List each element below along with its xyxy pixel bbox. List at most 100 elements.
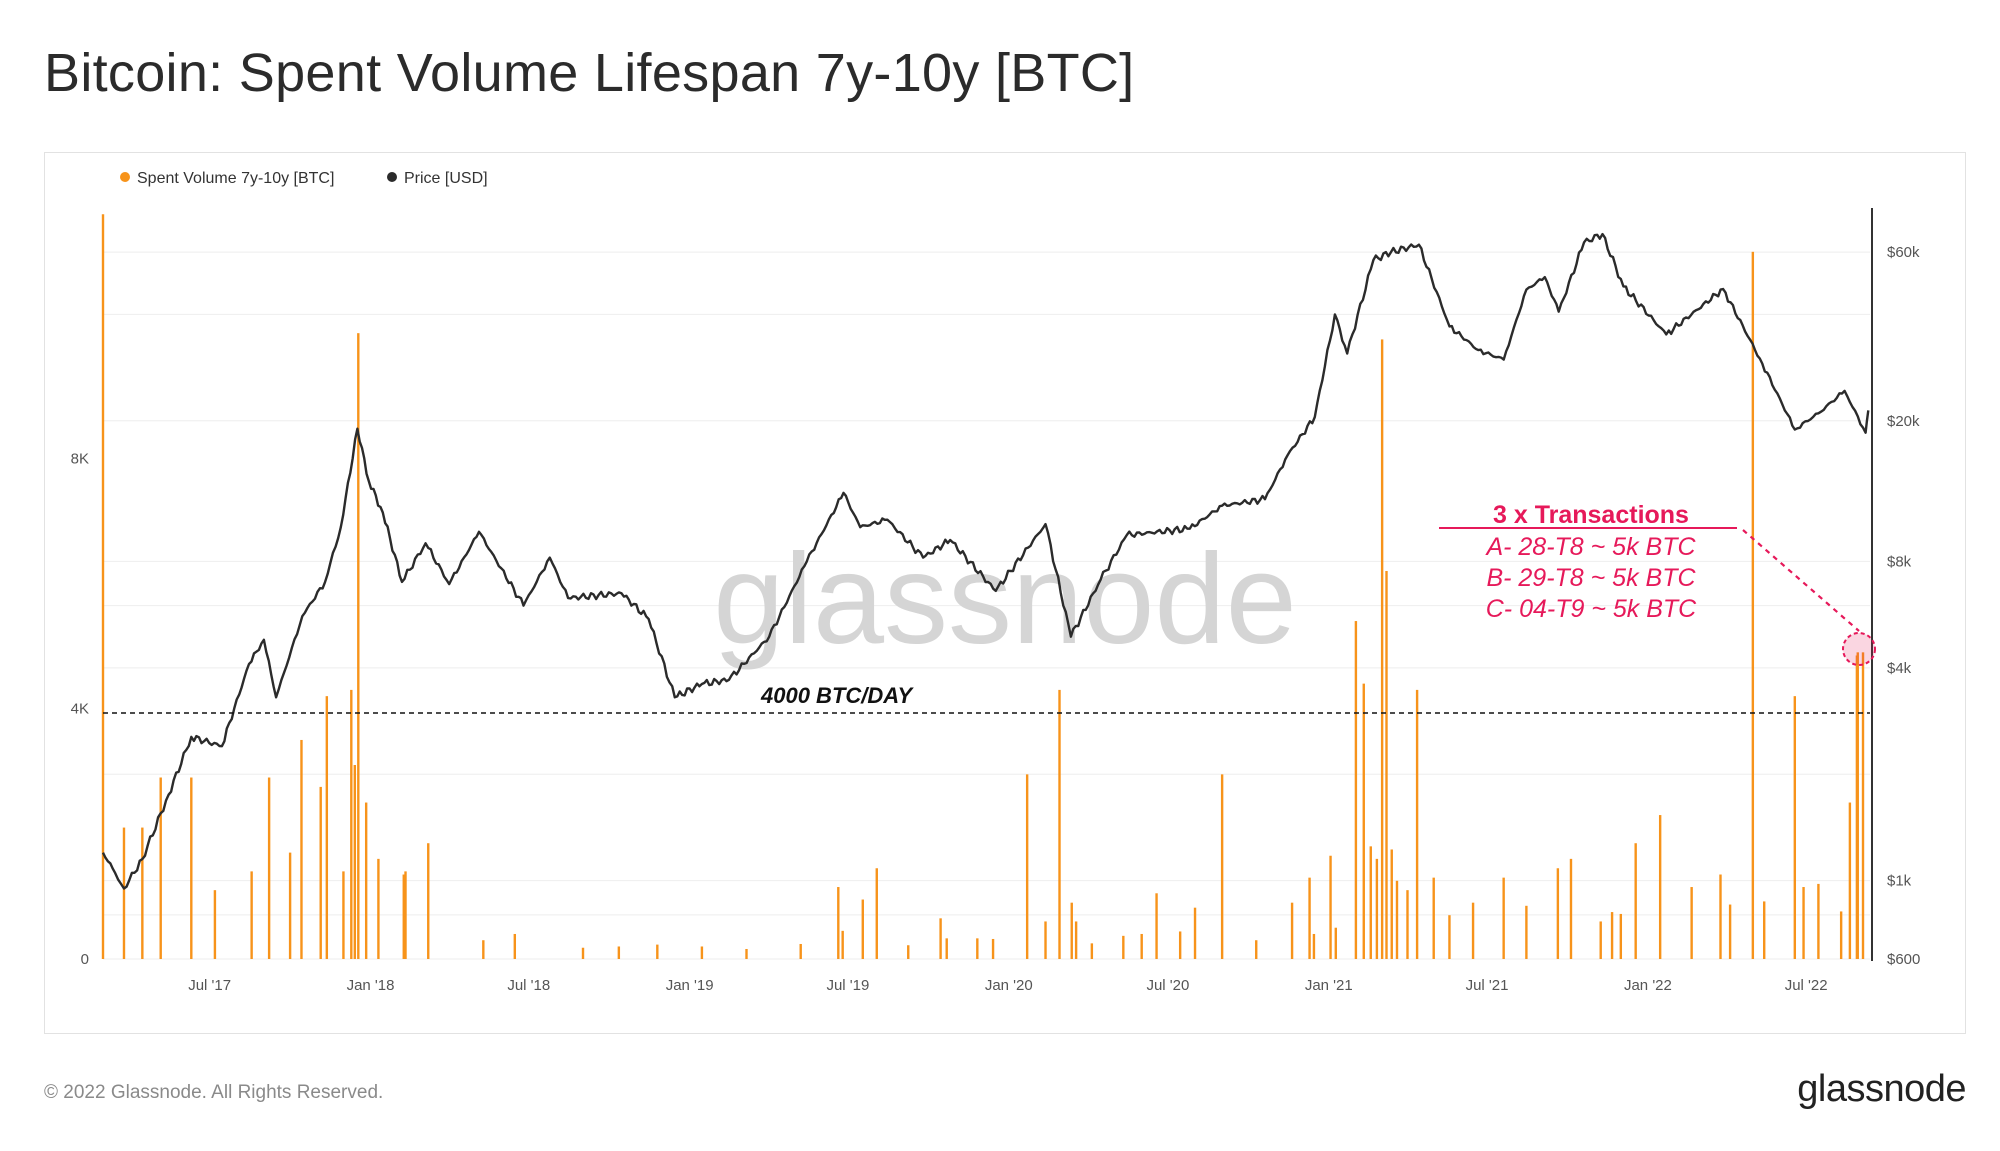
volume-bar bbox=[141, 827, 144, 959]
volume-bar bbox=[1471, 902, 1475, 959]
volume-bar bbox=[1074, 921, 1078, 959]
volume-bar bbox=[1193, 907, 1197, 959]
volume-bar bbox=[319, 786, 322, 959]
volume-bar bbox=[1569, 858, 1573, 959]
x-tick-label: Jul '22 bbox=[1785, 977, 1828, 994]
volume-bar bbox=[342, 871, 345, 959]
volume-bar bbox=[513, 933, 517, 959]
volume-bar bbox=[907, 945, 910, 959]
x-tick-label: Jan '19 bbox=[666, 977, 714, 994]
volume-bar bbox=[1140, 933, 1143, 959]
volume-bar bbox=[1025, 774, 1029, 959]
volume-bar bbox=[101, 214, 105, 960]
x-ticks: Jul '17 Jan '18 Jul '18 Jan '19 Jul '19 Jan '… bbox=[188, 977, 1827, 994]
volume-bar bbox=[1385, 570, 1388, 959]
volume-bar bbox=[1556, 868, 1560, 959]
volume-bar bbox=[1502, 877, 1505, 959]
volume-bar bbox=[1044, 921, 1047, 959]
chart-frame: glassnode 4000 BTC/DAY 0 4K 8K $600 $1k $4k $… bbox=[44, 152, 1966, 1034]
annotation-title: 3 x Transactions bbox=[1493, 501, 1689, 529]
volume-bar bbox=[1058, 689, 1061, 959]
volume-bar bbox=[1817, 883, 1820, 959]
threshold-label: 4000 BTC/DAY bbox=[760, 683, 915, 708]
volume-bar bbox=[377, 858, 380, 959]
volume-bar bbox=[1255, 940, 1258, 959]
volume-bar bbox=[1793, 696, 1797, 959]
volume-bar bbox=[1312, 933, 1316, 959]
volume-bar bbox=[976, 938, 979, 959]
volume-bar bbox=[1395, 880, 1399, 959]
annotation-line-a: A- 28-T8 ~ 5k BTC bbox=[1484, 533, 1696, 561]
annotation-pointer bbox=[1742, 529, 1860, 632]
volume-bar bbox=[1178, 931, 1182, 959]
volume-bar bbox=[288, 852, 292, 959]
volume-bar bbox=[581, 947, 585, 959]
volume-bar bbox=[1599, 921, 1602, 959]
y-right-tick-label: $8k bbox=[1887, 553, 1912, 570]
volume-bar bbox=[427, 843, 430, 959]
volume-bar bbox=[404, 871, 407, 959]
volume-bar bbox=[841, 930, 844, 959]
volume-bar bbox=[1856, 652, 1859, 959]
volume-bar bbox=[1763, 901, 1766, 959]
legend-price-dot bbox=[387, 172, 397, 182]
volume-bar bbox=[325, 696, 329, 959]
copyright-text: © 2022 Glassnode. All Rights Reserved. bbox=[44, 1082, 384, 1103]
volume-bar bbox=[1619, 913, 1623, 959]
volume-bar bbox=[861, 899, 864, 959]
y-right-tick-label: $60k bbox=[1887, 244, 1920, 261]
volume-bar bbox=[1070, 902, 1073, 959]
volume-bar bbox=[1658, 815, 1662, 959]
volume-bar bbox=[122, 827, 126, 959]
volume-bar bbox=[1839, 911, 1843, 959]
y-right-tick-label: $600 bbox=[1887, 951, 1920, 968]
watermark: glassnode bbox=[713, 528, 1297, 671]
volume-bar bbox=[213, 890, 217, 959]
annotation-line-c: C- 04-T9 ~ 5k BTC bbox=[1486, 595, 1697, 623]
volume-bar bbox=[837, 887, 840, 959]
volume-bar bbox=[1290, 902, 1294, 959]
annotation-highlight-circle bbox=[1842, 632, 1876, 666]
volume-bar bbox=[700, 946, 704, 959]
y-right-ticks: $600 $1k $4k $8k $20k $60k bbox=[1887, 244, 1920, 968]
y-left-tick-label: 4K bbox=[71, 701, 89, 718]
volume-bar bbox=[1848, 802, 1852, 959]
volume-bar bbox=[1354, 621, 1358, 959]
legend: Spent Volume 7y-10y [BTC] Price [USD] bbox=[120, 170, 488, 187]
volume-bar bbox=[1728, 904, 1732, 959]
volume-bar bbox=[482, 940, 485, 959]
volume-bar bbox=[402, 874, 405, 959]
y-right-tick-label: $1k bbox=[1887, 873, 1912, 890]
volume-bar bbox=[945, 938, 948, 959]
volume-bar bbox=[353, 764, 357, 959]
volume-bar bbox=[267, 777, 271, 959]
volume-bar bbox=[1448, 915, 1451, 959]
volume-bar bbox=[1610, 912, 1614, 959]
volume-bar bbox=[364, 802, 368, 959]
glassnode-logo: glassnode bbox=[1797, 1068, 1966, 1110]
x-tick-label: Jul '21 bbox=[1466, 977, 1509, 994]
volume-bar bbox=[799, 943, 802, 959]
annotation-line-b: B- 29-T8 ~ 5k BTC bbox=[1486, 564, 1696, 592]
volume-bar bbox=[1369, 846, 1372, 959]
price-line bbox=[101, 232, 1870, 890]
y-left-ticks: 0 4K 8K bbox=[71, 450, 89, 968]
volume-bar bbox=[991, 938, 995, 959]
volume-bar bbox=[159, 777, 162, 959]
x-tick-label: Jul '19 bbox=[826, 977, 869, 994]
volume-bar bbox=[1406, 890, 1409, 959]
x-tick-label: Jan '20 bbox=[985, 977, 1033, 994]
x-tick-label: Jan '21 bbox=[1305, 977, 1353, 994]
volume-bar bbox=[1634, 843, 1637, 959]
volume-bar bbox=[617, 946, 621, 959]
volume-bar bbox=[357, 333, 360, 959]
page-title: Bitcoin: Spent Volume Lifespan 7y-10y [B… bbox=[44, 43, 1135, 103]
volume-bar bbox=[875, 868, 878, 959]
legend-volume-dot bbox=[120, 172, 130, 182]
volume-bar bbox=[1155, 893, 1158, 959]
volume-bar bbox=[1690, 887, 1693, 959]
volume-bar bbox=[1362, 683, 1365, 959]
volume-bar bbox=[1308, 877, 1311, 959]
y-left-tick-label: 8K bbox=[71, 450, 89, 467]
